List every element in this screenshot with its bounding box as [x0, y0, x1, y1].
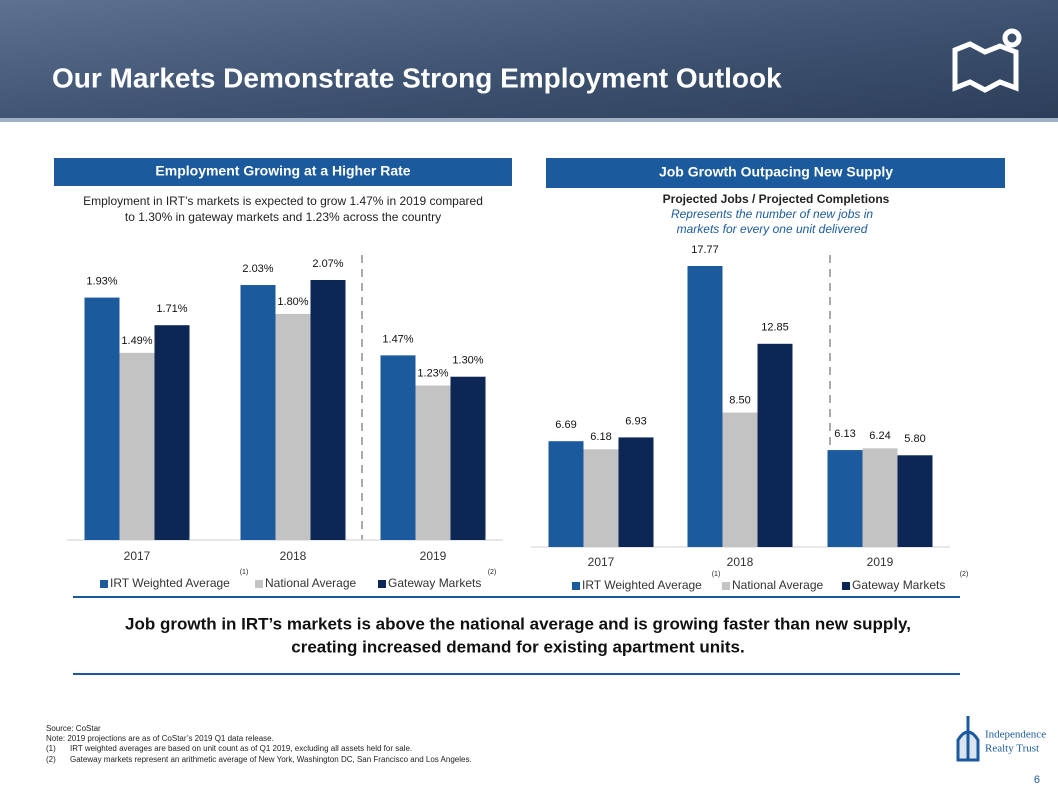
- panel-header: [54, 158, 512, 186]
- data-label: 12.85: [761, 322, 789, 334]
- data-label: 1.71%: [156, 303, 187, 315]
- bar: [897, 455, 933, 547]
- bar: [687, 266, 723, 547]
- bar: [862, 448, 898, 547]
- bar: [275, 313, 311, 540]
- subtitle: Employment in IRT’s markets is expected …: [83, 194, 483, 208]
- x-tick-label: 2019: [867, 555, 894, 569]
- data-label: 6.13: [834, 428, 855, 440]
- x-tick-label: 2017: [124, 549, 151, 563]
- data-label: 2.07%: [312, 258, 343, 270]
- bar: [154, 325, 190, 540]
- data-label: 2.03%: [242, 263, 273, 275]
- bar: [380, 355, 416, 540]
- data-label: 8.50: [729, 394, 750, 406]
- data-label: 1.23%: [417, 367, 448, 379]
- legend-label: IRT Weighted Average: [582, 578, 702, 592]
- data-label: 6.69: [555, 419, 576, 431]
- data-label: 6.93: [625, 415, 646, 427]
- logo-text: Independence: [985, 729, 1046, 741]
- x-tick-label: 2019: [420, 549, 447, 563]
- map-icon: [952, 28, 1022, 93]
- conclusion: creating increased demand for existing a…: [291, 637, 744, 656]
- bar: [618, 437, 654, 547]
- bar: [415, 385, 451, 540]
- data-label: 6.24: [869, 430, 890, 442]
- bar: [583, 449, 619, 547]
- data-label: 1.30%: [452, 355, 483, 367]
- legend-swatch: [100, 580, 108, 588]
- legend-swatch: [722, 582, 730, 590]
- footnote: Note: 2019 projections are as of CoStar’…: [46, 734, 274, 743]
- page-number: 6: [1034, 774, 1040, 786]
- logo-text: Realty Trust: [985, 743, 1039, 755]
- subtitle: Represents the number of new jobs in: [671, 207, 873, 221]
- footnote: Gateway markets represent an arithmetic …: [70, 755, 472, 764]
- header-banner: [0, 0, 1058, 122]
- bar: [757, 343, 793, 547]
- subtitle: Projected Jobs / Projected Completions: [663, 192, 890, 206]
- subtitle: to 1.30% in gateway markets and 1.23% ac…: [125, 210, 441, 224]
- legend-note: (1): [240, 569, 249, 576]
- footnote: (2): [46, 755, 56, 764]
- data-label: 5.80: [904, 433, 925, 445]
- data-label: 17.77: [691, 244, 719, 256]
- footnote: (1): [46, 744, 56, 753]
- bar: [84, 297, 120, 540]
- x-tick-label: 2017: [588, 555, 615, 569]
- footnote: IRT weighted averages are based on unit …: [70, 744, 412, 753]
- data-label: 6.18: [590, 431, 611, 443]
- bar: [310, 280, 346, 540]
- subtitle: markets for every one unit delivered: [677, 222, 868, 236]
- footnote: Source: CoStar: [46, 724, 101, 733]
- legend-swatch: [255, 580, 263, 588]
- data-label: 1.49%: [121, 335, 152, 347]
- header-rule: [0, 118, 1058, 122]
- legend-note: (1): [712, 571, 721, 578]
- legend-label: National Average: [732, 578, 824, 592]
- legend-note: (2): [960, 571, 969, 578]
- legend-note: (2): [488, 569, 497, 576]
- bar: [827, 450, 863, 547]
- bar: [548, 441, 584, 547]
- panel-header: [546, 158, 1005, 188]
- conclusion: Job growth in IRT’s markets is above the…: [125, 614, 911, 633]
- bar: [450, 376, 486, 540]
- data-label: 1.93%: [86, 275, 117, 287]
- data-label: 1.80%: [277, 296, 308, 308]
- x-tick-label: 2018: [280, 549, 307, 563]
- legend-swatch: [378, 580, 386, 588]
- legend-label: National Average: [265, 576, 357, 590]
- data-label: 1.47%: [382, 333, 413, 345]
- page-title: Our Markets Demonstrate Strong Employmen…: [52, 62, 782, 93]
- logo: Independence Realty Trust: [956, 716, 1046, 762]
- bar: [722, 412, 758, 547]
- x-tick-label: 2018: [727, 555, 754, 569]
- bar: [119, 352, 155, 540]
- panel-title: Employment Growing at a Higher Rate: [155, 163, 410, 179]
- legend-swatch: [572, 582, 580, 590]
- legend-label: IRT Weighted Average: [110, 576, 230, 590]
- legend-swatch: [842, 582, 850, 590]
- bar: [240, 285, 276, 540]
- panel-title: Job Growth Outpacing New Supply: [659, 164, 893, 180]
- legend-label: Gateway Markets: [388, 576, 481, 590]
- legend-label: Gateway Markets: [852, 578, 945, 592]
